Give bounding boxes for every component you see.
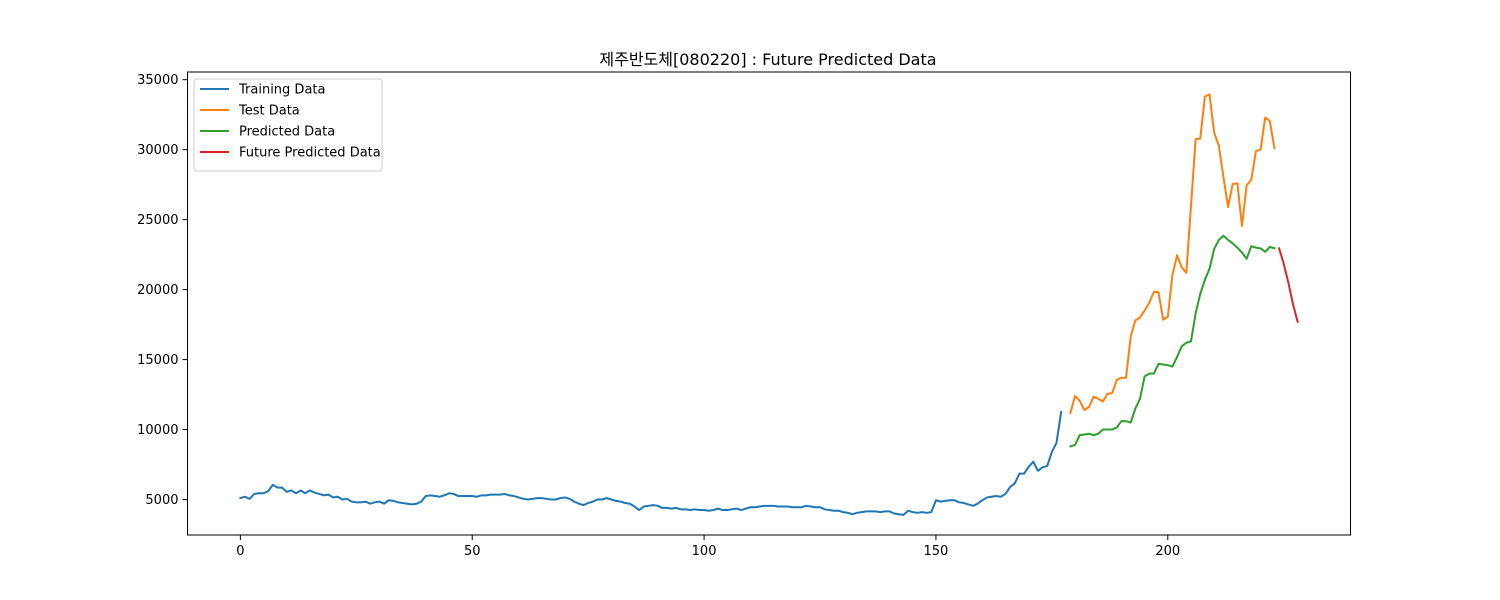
legend: Training Data Test Data Predicted Data Futu…	[193, 78, 383, 172]
plot-frame	[187, 71, 1351, 536]
series-line-3	[1277, 247, 1299, 324]
series-line-2	[1069, 234, 1276, 448]
x-tick-label: 0	[236, 544, 244, 559]
x-tick-label: 100	[692, 544, 717, 559]
y-tick-label: 10000	[137, 423, 178, 438]
plot-area	[239, 93, 1299, 516]
legend-frame	[193, 78, 383, 172]
series-line-1	[1069, 93, 1276, 414]
y-tick-label: 15000	[137, 353, 178, 368]
y-tick-label: 20000	[137, 283, 178, 298]
x-tick-label: 50	[464, 544, 481, 559]
y-axis: 5000 10000 15000 20000 25000 30000 35000	[137, 73, 188, 508]
x-tick-label: 200	[1155, 544, 1180, 559]
legend-label-1: Test Data	[238, 104, 300, 119]
y-tick-label: 30000	[137, 143, 178, 158]
x-tick-label: 150	[924, 544, 949, 559]
legend-label-3: Future Predicted Data	[239, 146, 381, 161]
legend-label-0: Training Data	[238, 83, 325, 98]
y-tick-label: 5000	[145, 493, 178, 508]
chart-title: 제주반도체[080220] : Future Predicted Data	[599, 50, 936, 69]
y-tick-label: 25000	[137, 213, 178, 228]
legend-label-2: Predicted Data	[239, 125, 335, 140]
series-line-0	[239, 410, 1063, 516]
x-axis: 0 50 100 150 200	[236, 535, 1180, 559]
y-tick-label: 35000	[137, 73, 178, 88]
